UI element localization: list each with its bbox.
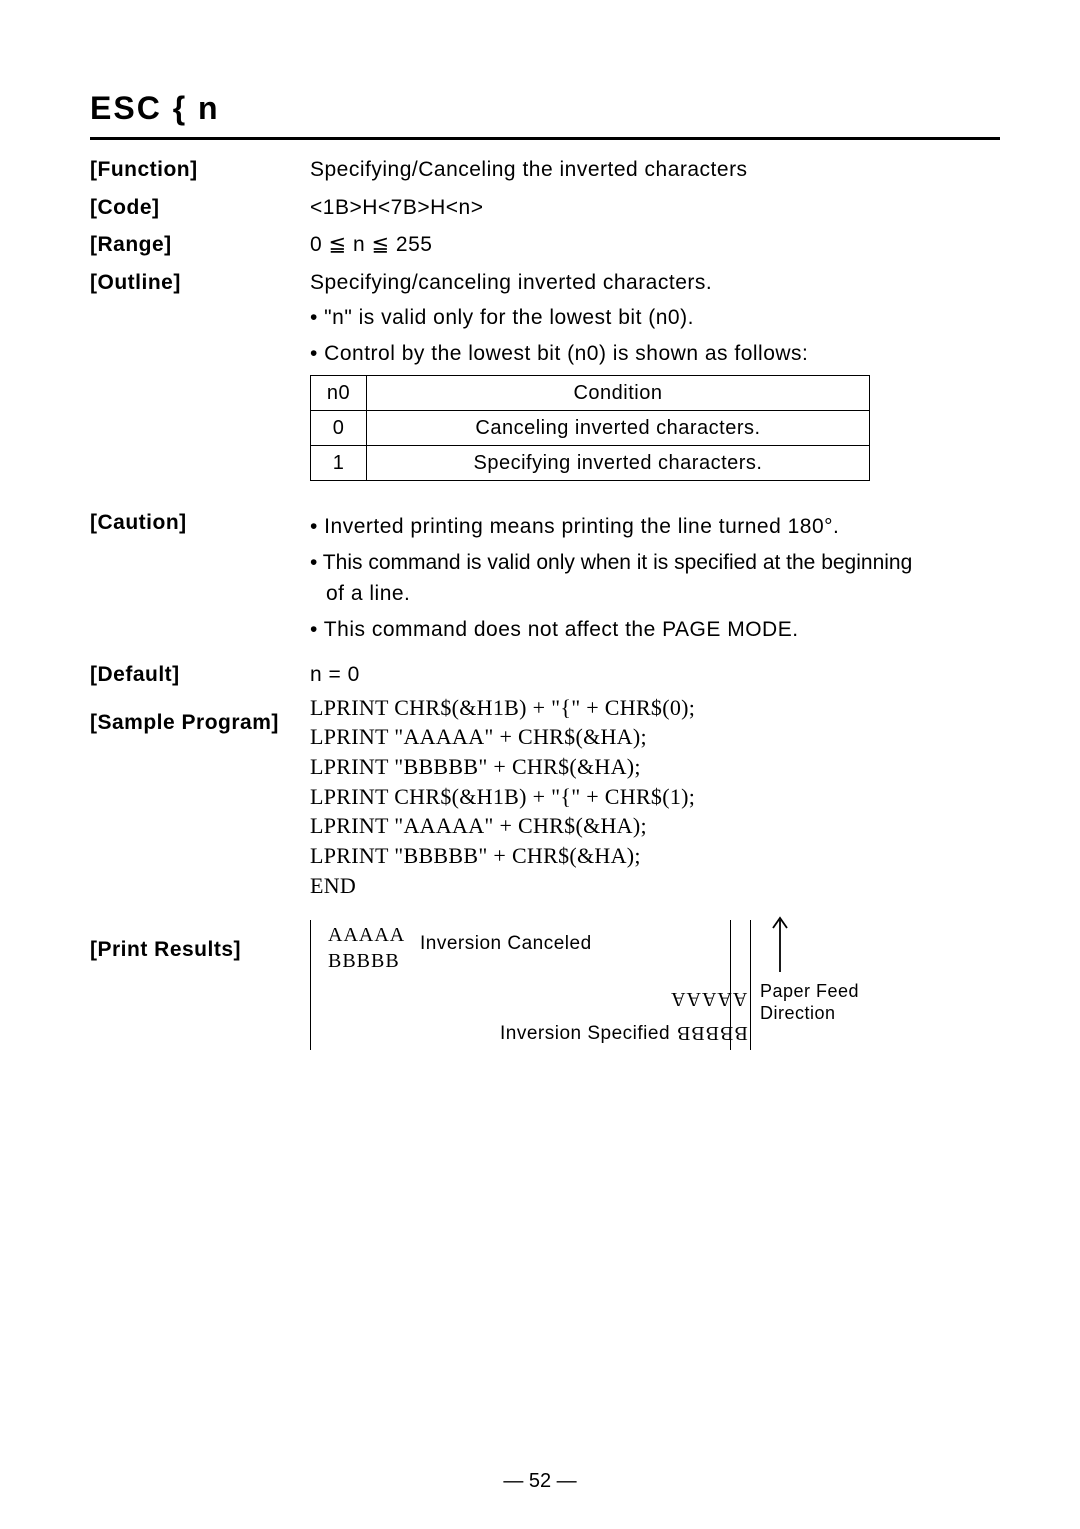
result-bbbbb: BBBBB — [328, 948, 400, 974]
cell-0: 0 — [311, 411, 367, 446]
label-caution: [Caution] — [90, 507, 310, 539]
result-inverted-bbbbb: BBBBB — [676, 1020, 748, 1046]
function-text: Specifying/Canceling the inverted charac… — [310, 154, 1000, 186]
caution-bullet-2a: • This command is valid only when it is … — [310, 547, 1000, 579]
code-text: <1B>H<7B>H<n> — [310, 192, 1000, 224]
th-n0: n0 — [311, 376, 367, 411]
sample-line-7: END — [310, 871, 1000, 901]
label-code: [Code] — [90, 192, 310, 224]
label-inversion-specified: Inversion Specified — [500, 1020, 670, 1049]
label-inversion-canceled: Inversion Canceled — [420, 930, 592, 959]
cell-0-desc: Canceling inverted characters. — [367, 411, 870, 446]
title-rule — [90, 137, 1000, 140]
result-aaaaa: AAAAA — [328, 922, 405, 948]
page-number: — 52 — — [0, 1470, 1080, 1493]
th-condition: Condition — [367, 376, 870, 411]
condition-table: n0 Condition 0 Canceling inverted charac… — [310, 375, 870, 481]
sample-line-4: LPRINT CHR$(&H1B) + "{" + CHR$(1); — [310, 782, 1000, 812]
sample-line-3: LPRINT "BBBBB" + CHR$(&HA); — [310, 752, 1000, 782]
sample-line-1: LPRINT CHR$(&H1B) + "{" + CHR$(0); — [310, 693, 1000, 723]
outline-line1: Specifying/canceling inverted characters… — [310, 267, 1000, 299]
label-paperfeed-2: Direction — [760, 1000, 836, 1027]
outline-bullet-2: • Control by the lowest bit (n0) is show… — [310, 338, 1000, 370]
default-text: n = 0 — [310, 659, 1000, 691]
caution-bullet-3: • This command does not affect the PAGE … — [310, 614, 1000, 646]
label-default: [Default] — [90, 659, 310, 691]
sample-line-2: LPRINT "AAAAA" + CHR$(&HA); — [310, 722, 1000, 752]
print-results-diagram: AAAAA BBBBB Inversion Canceled AAAAA BBB… — [310, 926, 1000, 1066]
label-range: [Range] — [90, 229, 310, 261]
result-inverted-aaaaa: AAAAA — [670, 986, 747, 1012]
cell-1: 1 — [311, 446, 367, 481]
label-results: [Print Results] — [90, 920, 310, 966]
sample-program-block: LPRINT CHR$(&H1B) + "{" + CHR$(0); LPRIN… — [310, 693, 1000, 901]
outline-bullet-1: • "n" is valid only for the lowest bit (… — [310, 302, 1000, 334]
label-function: [Function] — [90, 154, 310, 186]
page-title: ESC { n — [90, 90, 1000, 127]
caution-bullet-2b: of a line. — [310, 578, 1000, 610]
range-text: 0 ≦ n ≦ 255 — [310, 229, 1000, 261]
label-sample: [Sample Program] — [90, 693, 310, 739]
sample-line-5: LPRINT "AAAAA" + CHR$(&HA); — [310, 811, 1000, 841]
sample-line-6: LPRINT "BBBBB" + CHR$(&HA); — [310, 841, 1000, 871]
cell-1-desc: Specifying inverted characters. — [367, 446, 870, 481]
arrow-up-icon — [770, 914, 790, 974]
caution-bullet-1: • Inverted printing means printing the l… — [310, 511, 1000, 543]
label-outline: [Outline] — [90, 267, 310, 299]
